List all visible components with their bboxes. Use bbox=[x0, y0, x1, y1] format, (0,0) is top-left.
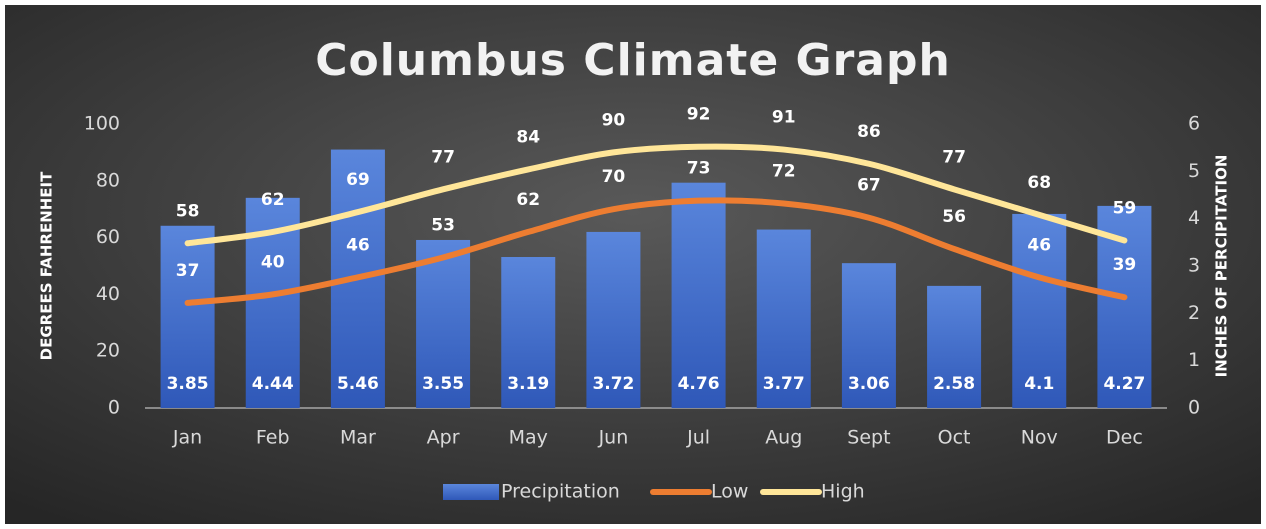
x-tick-label: Dec bbox=[1106, 427, 1143, 449]
bar-label: 4.1 bbox=[1024, 374, 1054, 394]
x-tick-label: Feb bbox=[256, 427, 290, 449]
y2-tick-label: 6 bbox=[1188, 113, 1200, 135]
y2-tick-label: 5 bbox=[1188, 160, 1200, 182]
bar-label: 4.27 bbox=[1103, 374, 1145, 394]
line-label: 86 bbox=[857, 122, 881, 142]
bar-label: 4.44 bbox=[252, 374, 294, 394]
line-label: 46 bbox=[346, 235, 370, 255]
line bbox=[184, 197, 1128, 306]
line-label: 56 bbox=[942, 207, 966, 227]
line bbox=[184, 143, 1128, 247]
line-label: 40 bbox=[261, 252, 285, 272]
line-label: 68 bbox=[1027, 173, 1051, 193]
line-label: 53 bbox=[431, 215, 455, 235]
line-label: 77 bbox=[431, 147, 455, 167]
x-tick-label: Apr bbox=[427, 427, 460, 449]
x-tick-label: Mar bbox=[340, 427, 376, 449]
y2-tick-label: 0 bbox=[1188, 397, 1200, 419]
line-label: 84 bbox=[516, 127, 540, 147]
bar bbox=[501, 257, 556, 408]
bar bbox=[756, 229, 811, 408]
y-tick-label: 100 bbox=[84, 113, 120, 135]
line-label: 46 bbox=[1027, 235, 1051, 255]
x-tick-label: Aug bbox=[765, 427, 802, 449]
y-axis-title: DEGREES FAHRENHEIT bbox=[38, 171, 56, 360]
x-tick-label: Nov bbox=[1021, 427, 1058, 449]
line-label: 37 bbox=[176, 261, 200, 281]
bar-label: 3.85 bbox=[167, 374, 209, 394]
legend-label: Precipitation bbox=[501, 481, 620, 503]
bar bbox=[927, 285, 982, 408]
x-tick-label: May bbox=[509, 427, 548, 449]
y-tick-label: 80 bbox=[96, 169, 120, 191]
line-label: 72 bbox=[772, 162, 796, 182]
bar bbox=[671, 182, 726, 408]
line-label: 91 bbox=[772, 108, 796, 128]
x-tick-label: Jun bbox=[598, 427, 629, 449]
line-label: 59 bbox=[1113, 198, 1137, 218]
x-tick-label: Sept bbox=[847, 427, 890, 449]
line-label: 90 bbox=[602, 110, 626, 130]
chart-title: Columbus Climate Graph bbox=[315, 35, 951, 86]
legend-swatch bbox=[443, 484, 499, 500]
line-label: 73 bbox=[687, 159, 711, 179]
line-label: 69 bbox=[346, 170, 370, 190]
legend-label: High bbox=[821, 481, 865, 503]
y-tick-label: 60 bbox=[96, 226, 120, 248]
bar-label: 3.19 bbox=[507, 374, 549, 394]
bar-label: 5.46 bbox=[337, 374, 379, 394]
legend-label: Low bbox=[711, 481, 748, 503]
y-tick-label: 40 bbox=[96, 283, 120, 305]
y2-axis-title: INCHES OF PERCIPITATION bbox=[1213, 155, 1231, 378]
x-tick-label: Oct bbox=[938, 427, 971, 449]
bar-label: 3.72 bbox=[592, 374, 634, 394]
bar-label: 3.55 bbox=[422, 374, 464, 394]
bar-label: 2.58 bbox=[933, 374, 975, 394]
y-tick-label: 0 bbox=[108, 397, 120, 419]
line-label: 70 bbox=[602, 167, 626, 187]
bar-label: 3.77 bbox=[763, 374, 805, 394]
line-label: 77 bbox=[942, 147, 966, 167]
bar bbox=[841, 263, 896, 408]
y2-tick-label: 3 bbox=[1188, 255, 1200, 277]
x-tick-label: Jul bbox=[686, 427, 710, 449]
bar-label: 3.06 bbox=[848, 374, 890, 394]
bar bbox=[586, 231, 641, 408]
bar bbox=[160, 225, 215, 408]
x-tick-label: Jan bbox=[172, 427, 202, 449]
line-label: 62 bbox=[261, 190, 285, 210]
y2-tick-label: 1 bbox=[1188, 349, 1200, 371]
line-label: 58 bbox=[176, 201, 200, 221]
line-label: 39 bbox=[1113, 255, 1137, 275]
y-tick-label: 20 bbox=[96, 340, 120, 362]
bar bbox=[1012, 213, 1067, 408]
bar-label: 4.76 bbox=[678, 374, 720, 394]
y2-tick-label: 2 bbox=[1188, 302, 1200, 324]
bar bbox=[416, 239, 471, 408]
line-label: 62 bbox=[516, 190, 540, 210]
y2-tick-label: 4 bbox=[1188, 207, 1200, 229]
line-label: 92 bbox=[687, 105, 711, 125]
line-label: 67 bbox=[857, 176, 881, 196]
